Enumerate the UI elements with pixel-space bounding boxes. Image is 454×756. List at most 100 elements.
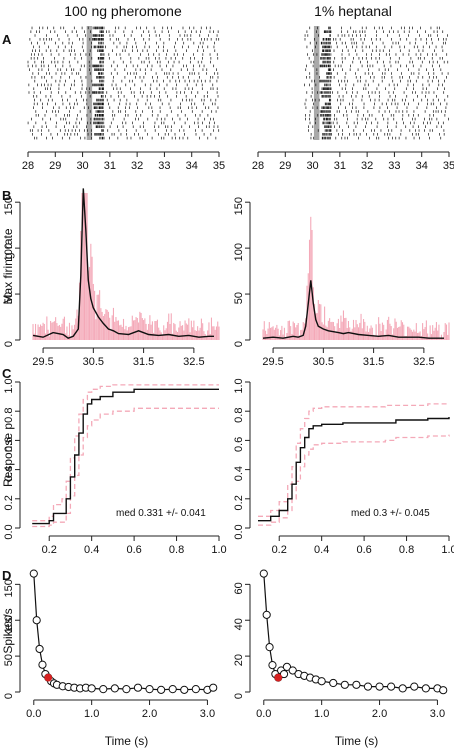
- decay-0-point: [122, 685, 131, 694]
- cdf-1-y-tick-label: 0.6: [233, 437, 245, 452]
- raster-0-stimulus-bar: [86, 26, 93, 140]
- decay-0-point: [157, 685, 166, 694]
- cdf-1-x-tick-label: 0.8: [399, 544, 414, 556]
- decay-0-point: [133, 683, 143, 692]
- rate-1-y-tick-label: 50: [233, 292, 245, 304]
- decay-0-x-tick-label: 0.0: [26, 708, 41, 720]
- raster-0-x-tick-label: 35: [213, 160, 225, 172]
- column-title-right: 1% heptanal: [314, 3, 392, 19]
- raster-0-x-tick-label: 32: [131, 160, 143, 172]
- decay-1-highlight-point: [274, 673, 283, 682]
- rate-0-line: [32, 188, 214, 339]
- decay-0-point: [180, 685, 189, 694]
- panel-letter-a: A: [2, 32, 12, 47]
- cdf-1-y-tick-label: 1.0: [233, 378, 245, 393]
- decay-1-point: [259, 569, 268, 578]
- raster-1-x-tick-label: 30: [306, 160, 318, 172]
- cdf-0-y-tick-label: 1.0: [3, 378, 15, 393]
- decay-1-point: [268, 660, 277, 670]
- decay-0-point: [191, 685, 200, 694]
- rate-1-line: [262, 280, 444, 339]
- cdf-1-ci-upper: [258, 403, 449, 517]
- plots-layer: 28 29 30 31 32 33 34 35 28 29 30 31 32 33 34 35 29.5 30.5…: [1, 26, 454, 748]
- cdf-1-ci-lower: [258, 434, 450, 526]
- decay-1-y-tick-label: 60: [233, 582, 245, 594]
- cdf-0-ylabel: Response p: [1, 423, 15, 487]
- decay-0-point: [87, 684, 96, 693]
- decay-1-x-tick-label: 2.0: [372, 708, 387, 720]
- rate-0-x-tick-label: 29.5: [32, 356, 53, 368]
- raster-1-x-tick-label: 29: [279, 160, 291, 172]
- decay-1-point: [410, 682, 419, 691]
- cdf-1-x-tick-label: 0.4: [314, 544, 329, 556]
- column-title-left: 100 ng pheromone: [64, 3, 182, 19]
- raster-0-x-tick-label: 34: [186, 160, 198, 172]
- decay-1-point: [265, 643, 274, 652]
- cdf-1-x-tick-label: 0.2: [272, 544, 287, 556]
- decay-1-point: [329, 678, 338, 688]
- decay-0-xlabel: Time (s): [105, 734, 149, 748]
- cdf-1-y-tick-label: 0.2: [233, 495, 245, 510]
- cdf-1-x-tick-label: 0.6: [356, 544, 371, 556]
- decay-1-point: [262, 610, 271, 619]
- panel-letter-d: D: [2, 568, 11, 583]
- decay-1-point: [375, 682, 384, 691]
- decay-1-point: [352, 680, 361, 689]
- rate-1-x-tick-label: 32.5: [413, 356, 434, 368]
- decay-1-xlabel: Time (s): [335, 734, 379, 748]
- cdf-0-y-tick-label: 0.0: [3, 524, 15, 539]
- decay-0-point: [110, 684, 119, 693]
- decay-0-x-tick-label: 3.0: [200, 708, 215, 720]
- cdf-1-y-tick-label: 0.8: [233, 408, 245, 423]
- raster-1-x-tick-label: 33: [388, 160, 400, 172]
- rate-0-y-tick-label: 50: [3, 292, 15, 304]
- decay-0-y-tick-label: 150: [3, 579, 15, 597]
- rate-1-x-tick-label: 30.5: [313, 356, 334, 368]
- decay-1-point: [363, 682, 373, 691]
- cdf-0-y-tick-label: 0.4: [3, 466, 15, 481]
- raster-1-x-tick-label: 28: [252, 160, 264, 172]
- raster-0-x-tick-label: 28: [22, 160, 34, 172]
- decay-1-point: [282, 662, 292, 671]
- rate-0-y-tick-label: 0: [3, 341, 15, 347]
- decay-1-point: [439, 686, 448, 695]
- cdf-0-x-tick-label: 0.6: [126, 544, 141, 556]
- decay-0-point: [209, 683, 218, 692]
- cdf-0-x-tick-label: 0.2: [42, 544, 57, 556]
- panel-letter-c: C: [2, 366, 12, 381]
- decay-1-x-tick-label: 0.0: [256, 708, 271, 720]
- raster-1-x-tick-label: 34: [416, 160, 428, 172]
- decay-0-highlight-point: [44, 673, 53, 682]
- decay-0-y-tick-label: 50: [3, 654, 15, 666]
- raster-1-stimulus-bar: [313, 26, 320, 140]
- raster-0-x-tick-label: 29: [49, 160, 61, 172]
- decay-1-y-tick-label: 40: [233, 618, 245, 630]
- rate-1-y-tick-label: 150: [233, 197, 245, 215]
- cdf-0-x-tick-label: 0.4: [84, 544, 99, 556]
- decay-1-x-tick-label: 3.0: [430, 708, 445, 720]
- cdf-0-annotation: med 0.331 +/- 0.041: [116, 508, 206, 519]
- raster-0-x-tick-label: 31: [104, 160, 116, 172]
- panel-letter-b: B: [2, 188, 11, 203]
- rate-1-x-tick-label: 29.5: [262, 356, 283, 368]
- cdf-0-x-tick-label: 1.0: [211, 544, 226, 556]
- decay-0-point: [99, 685, 108, 694]
- rate-1-x-tick-label: 31.5: [363, 356, 384, 368]
- cdf-0-ci-upper: [32, 384, 219, 522]
- decay-0-point: [168, 685, 177, 694]
- rate-0-x-tick-label: 30.5: [83, 356, 104, 368]
- decay-1-point: [398, 684, 407, 693]
- rate-0-x-tick-label: 31.5: [133, 356, 154, 368]
- cdf-0-line: [32, 388, 219, 525]
- decay-0-y-tick-label: 100: [3, 615, 15, 633]
- decay-1-point: [279, 669, 289, 679]
- rate-1-y-tick-label: 0: [233, 341, 245, 347]
- decay-1-x-tick-label: 1.0: [314, 708, 329, 720]
- decay-0-x-tick-label: 1.0: [84, 708, 99, 720]
- rate-1-y-tick-label: 100: [233, 243, 245, 261]
- decay-0-ylabel: Spikes/s: [1, 608, 15, 653]
- rate-0-y-tick-label: 100: [3, 243, 15, 261]
- decay-1-y-tick-label: 20: [233, 654, 245, 666]
- cdf-1-y-tick-label: 0.0: [233, 524, 245, 539]
